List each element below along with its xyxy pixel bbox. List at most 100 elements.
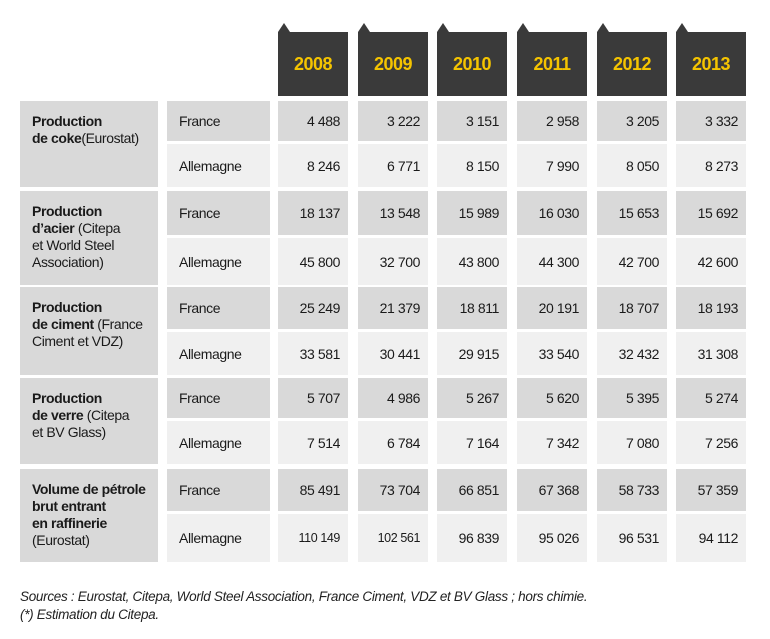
value-cell: 20 191 <box>517 287 587 329</box>
value-cell: 85 491 <box>278 469 348 511</box>
value-cell: 7 256 <box>676 421 746 464</box>
year-header: 2011 <box>517 23 587 96</box>
category-source: (Eurostat) <box>81 130 139 146</box>
year-header: 2012 <box>597 23 667 96</box>
value-cell: 8 273 <box>676 144 746 187</box>
value-cell: 15 653 <box>597 191 667 235</box>
value-cell: 58 733 <box>597 469 667 511</box>
value-cell: 32 700 <box>358 238 428 285</box>
value-cell: 67 368 <box>517 469 587 511</box>
year-label: 2011 <box>533 53 571 74</box>
value-cell: 44 300 <box>517 238 587 285</box>
category-label: Production d’acier (Citepa et World Stee… <box>20 191 158 285</box>
value-cell: 94 112 <box>676 514 746 562</box>
country-label: Allemagne <box>167 421 270 464</box>
value-cell: 18 137 <box>278 191 348 235</box>
value-cell: 6 771 <box>358 144 428 187</box>
category-title: Production de verre <box>32 390 102 423</box>
value-cell: 2 958 <box>517 101 587 141</box>
country-label: France <box>167 378 270 418</box>
value-cell: 13 548 <box>358 191 428 235</box>
year-label: 2010 <box>452 53 492 74</box>
value-cell: 31 308 <box>676 332 746 375</box>
category-title: Production de ciment <box>32 299 102 332</box>
footer-notes: Sources : Eurostat, Citepa, World Steel … <box>20 588 588 624</box>
estimation-note: (*) Estimation du Citepa. <box>20 607 159 622</box>
value-cell: 6 784 <box>358 421 428 464</box>
year-label: 2012 <box>612 53 652 74</box>
category-source: (France Ciment et VDZ) <box>32 316 143 349</box>
value-cell: 8 246 <box>278 144 348 187</box>
value-cell: 33 581 <box>278 332 348 375</box>
category-label: Production de ciment (France Ciment et V… <box>20 287 158 375</box>
value-cell: 66 851 <box>437 469 507 511</box>
year-header: 2008 <box>278 23 348 96</box>
value-cell: 110 149 <box>278 514 348 562</box>
value-cell: 18 811 <box>437 287 507 329</box>
value-cell: 8 050 <box>597 144 667 187</box>
value-cell: 7 164 <box>437 421 507 464</box>
value-cell: 73 704 <box>358 469 428 511</box>
sources-note: Sources : Eurostat, Citepa, World Steel … <box>20 589 588 604</box>
value-cell: 18 707 <box>597 287 667 329</box>
category-label: Production de verre (Citepa et BV Glass) <box>20 378 158 464</box>
year-header: 2013 <box>676 23 746 96</box>
value-cell: 42 700 <box>597 238 667 285</box>
value-cell: 32 432 <box>597 332 667 375</box>
value-cell: 8 150 <box>437 144 507 187</box>
category-label: Production de coke(Eurostat) <box>20 101 158 187</box>
value-cell: 15 692 <box>676 191 746 235</box>
header-tab-marker <box>437 23 449 32</box>
value-cell: 4 488 <box>278 101 348 141</box>
value-cell: 102 561 <box>358 514 428 562</box>
category-source: (Eurostat) <box>32 532 90 548</box>
value-cell: 95 026 <box>517 514 587 562</box>
category-source: (Citepa et BV Glass) <box>32 407 130 440</box>
country-label: Allemagne <box>167 144 270 187</box>
value-cell: 30 441 <box>358 332 428 375</box>
value-cell: 4 986 <box>358 378 428 418</box>
country-label: France <box>167 101 270 141</box>
category-label: Volume de pétrole brut entrant en raffin… <box>20 469 158 562</box>
value-cell: 3 332 <box>676 101 746 141</box>
value-cell: 29 915 <box>437 332 507 375</box>
value-cell: 18 193 <box>676 287 746 329</box>
value-cell: 3 151 <box>437 101 507 141</box>
year-label: 2009 <box>373 53 413 74</box>
value-cell: 25 249 <box>278 287 348 329</box>
country-label: France <box>167 287 270 329</box>
category-title: Production d’acier <box>32 203 102 236</box>
country-label: France <box>167 191 270 235</box>
country-label: Allemagne <box>167 332 270 375</box>
category-title: Production de coke <box>32 113 102 146</box>
year-header: 2009 <box>358 23 428 96</box>
value-cell: 3 222 <box>358 101 428 141</box>
value-cell: 5 274 <box>676 378 746 418</box>
value-cell: 96 839 <box>437 514 507 562</box>
header-tab-marker <box>676 23 688 32</box>
category-source: (Citepa et World Steel Association) <box>32 220 121 270</box>
value-cell: 7 990 <box>517 144 587 187</box>
value-cell: 42 600 <box>676 238 746 285</box>
value-cell: 7 080 <box>597 421 667 464</box>
header-tab-marker <box>358 23 370 32</box>
value-cell: 21 379 <box>358 287 428 329</box>
value-cell: 33 540 <box>517 332 587 375</box>
category-title: Volume de pétrole brut entrant en raffin… <box>32 481 146 531</box>
header-tab-marker <box>597 23 609 32</box>
header-tab-marker <box>278 23 290 32</box>
year-label: 2008 <box>293 53 333 74</box>
value-cell: 57 359 <box>676 469 746 511</box>
value-cell: 15 989 <box>437 191 507 235</box>
value-cell: 45 800 <box>278 238 348 285</box>
value-cell: 96 531 <box>597 514 667 562</box>
value-cell: 7 342 <box>517 421 587 464</box>
country-label: Allemagne <box>167 238 270 285</box>
value-cell: 5 707 <box>278 378 348 418</box>
value-cell: 5 267 <box>437 378 507 418</box>
value-cell: 43 800 <box>437 238 507 285</box>
country-label: Allemagne <box>167 514 270 562</box>
value-cell: 16 030 <box>517 191 587 235</box>
year-header: 2010 <box>437 23 507 96</box>
value-cell: 3 205 <box>597 101 667 141</box>
